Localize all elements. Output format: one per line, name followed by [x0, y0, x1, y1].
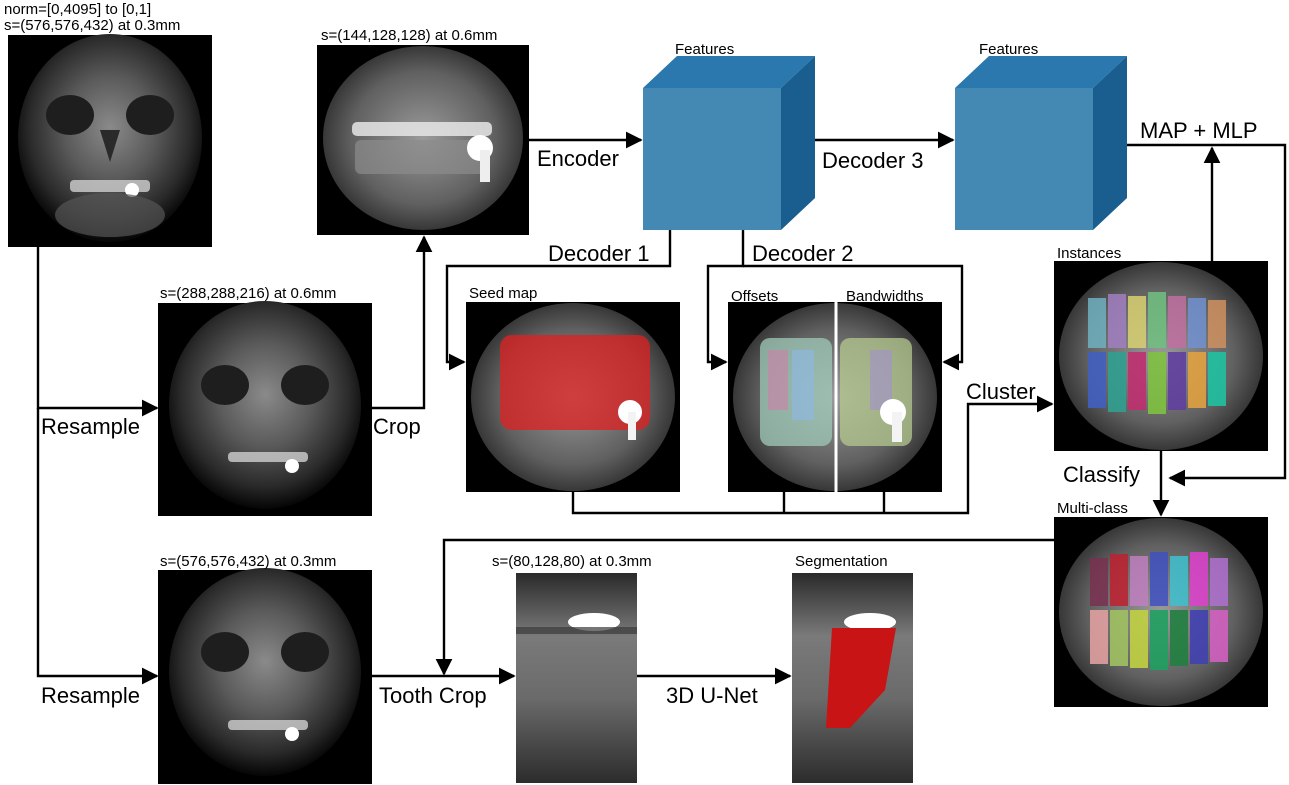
arrow-multiclass-toothcrop	[435, 538, 1054, 676]
edge-resample-top: Resample	[41, 414, 140, 439]
arrow-decoder2-bandwidths	[743, 264, 964, 371]
label-offsets: Offsets	[731, 288, 778, 305]
label-scan-full-top: s=(576,576,432) at 0.3mm	[4, 17, 180, 34]
seed-map-panel	[466, 302, 680, 492]
edge-map-mlp: MAP + MLP	[1140, 118, 1258, 143]
offsets-bandwidths-panel	[728, 302, 942, 492]
features-cube-2	[955, 56, 1127, 230]
instances-panel	[1054, 261, 1268, 451]
edge-cluster: Cluster	[966, 379, 1036, 404]
edge-decoder3: Decoder 3	[822, 148, 924, 173]
label-seed-map: Seed map	[469, 285, 537, 302]
label-multi-class: Multi-class	[1057, 500, 1128, 517]
edge-decoder1: Decoder 1	[548, 241, 650, 266]
label-scan-half: s=(288,288,216) at 0.6mm	[160, 285, 336, 302]
edge-encoder: Encoder	[537, 146, 619, 171]
edge-tooth-crop: Tooth Crop	[379, 683, 487, 708]
edge-crop: Crop	[373, 414, 421, 439]
arrow-decoder2-offsets	[706, 230, 745, 371]
segmentation-panel	[792, 573, 913, 783]
label-bandwidths: Bandwidths	[846, 288, 924, 305]
ct-scan-half	[158, 301, 372, 516]
ct-scan-crop	[317, 45, 529, 235]
ct-scan-full-top	[8, 34, 212, 247]
label-scan-full-bottom: s=(576,576,432) at 0.3mm	[160, 553, 336, 570]
label-features-2: Features	[979, 41, 1038, 58]
arrow-cluster	[571, 395, 1054, 515]
edge-decoder2: Decoder 2	[752, 241, 854, 266]
label-features-1: Features	[675, 41, 734, 58]
label-instances: Instances	[1057, 245, 1121, 262]
arrow-decoder1	[445, 230, 672, 371]
label-scan-crop: s=(144,128,128) at 0.6mm	[321, 27, 497, 44]
multi-class-panel	[1054, 517, 1268, 707]
features-cube-1	[643, 56, 815, 230]
ct-scan-full-bottom	[158, 568, 372, 784]
arrow-resample-top	[36, 247, 159, 417]
connectors	[36, 131, 1287, 685]
label-norm: norm=[0,4095] to [0,1]	[4, 1, 151, 18]
label-segmentation: Segmentation	[795, 553, 888, 570]
edge-classify: Classify	[1063, 462, 1140, 487]
arrow-crop	[372, 235, 433, 410]
tooth-crop-panel	[516, 573, 637, 783]
label-scan-tooth: s=(80,128,80) at 0.3mm	[492, 553, 652, 570]
edge-unet: 3D U-Net	[666, 683, 758, 708]
edge-resample-bottom: Resample	[41, 683, 140, 708]
arrow-resample-bottom	[36, 408, 159, 685]
arrow-map-mlp-classify	[1127, 143, 1287, 487]
